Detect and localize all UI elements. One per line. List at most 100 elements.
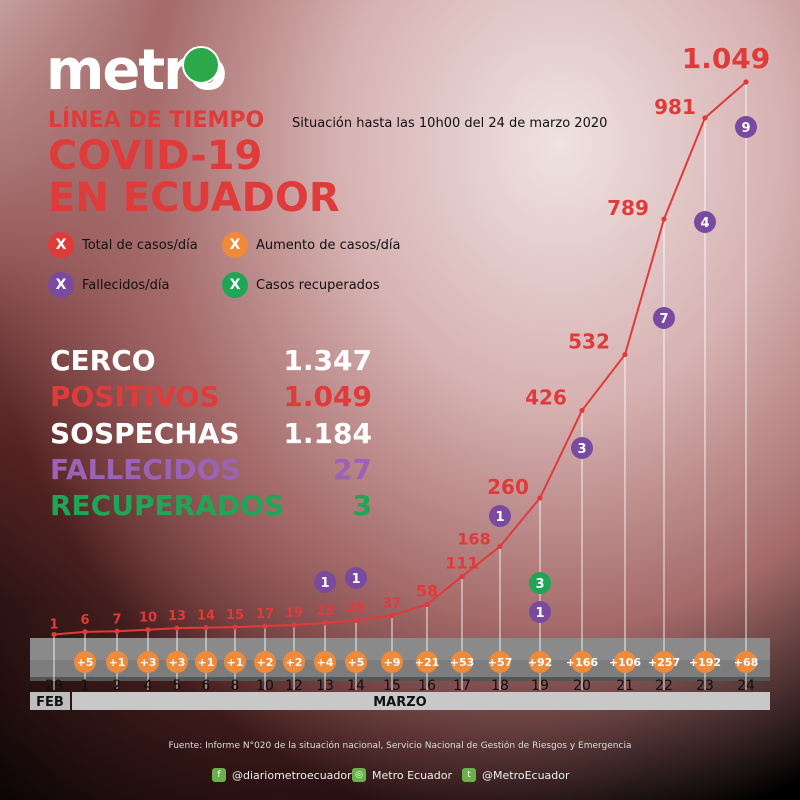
total-label: 111 bbox=[445, 553, 478, 572]
increase-marker bbox=[254, 651, 276, 673]
increase-marker bbox=[381, 651, 403, 673]
stat-fallecidos-value: 27 bbox=[333, 453, 372, 486]
increase-label: +92 bbox=[528, 656, 553, 669]
total-label: 58 bbox=[416, 581, 438, 600]
increase-label: +106 bbox=[609, 656, 642, 669]
increase-label: +3 bbox=[140, 656, 157, 669]
legend-increase-label: Aumento de casos/día bbox=[256, 237, 401, 253]
death-label: 3 bbox=[577, 442, 586, 457]
legend-total: X Total de casos/día bbox=[48, 232, 198, 258]
social-facebook[interactable]: f @diariometroecuador bbox=[212, 768, 352, 782]
x-tick-label: 17 bbox=[453, 678, 471, 694]
stat-sospechas-label: SOSPECHAS bbox=[50, 417, 240, 450]
data-point bbox=[579, 407, 585, 414]
total-label: 14 bbox=[197, 609, 215, 624]
increase-label: +192 bbox=[689, 656, 721, 669]
x-tick-label: 20 bbox=[573, 678, 591, 694]
total-label: 532 bbox=[568, 330, 610, 354]
x-tick-label: 12 bbox=[285, 678, 303, 694]
data-point bbox=[262, 623, 268, 629]
month-marzo-band bbox=[72, 692, 770, 710]
data-point bbox=[145, 627, 151, 633]
data-point bbox=[353, 617, 359, 623]
kicker: LÍNEA DE TIEMPO bbox=[48, 108, 265, 133]
x-tick-label: 1 bbox=[81, 678, 90, 694]
x-tick-label: 14 bbox=[347, 678, 365, 694]
total-label: 23 bbox=[316, 604, 334, 619]
death-label: 7 bbox=[659, 312, 668, 327]
x-tick-label: 23 bbox=[696, 678, 714, 694]
legend-total-label: Total de casos/día bbox=[82, 237, 198, 253]
total-label: 19 bbox=[285, 606, 303, 621]
death-label: 1 bbox=[495, 510, 504, 525]
increase-marker bbox=[571, 651, 593, 673]
death-marker bbox=[694, 211, 716, 233]
total-label: 15 bbox=[226, 608, 244, 623]
total-label: 6 bbox=[80, 613, 89, 628]
globe-icon bbox=[182, 46, 220, 84]
data-point bbox=[203, 625, 209, 631]
increase-label: +5 bbox=[77, 656, 94, 669]
data-point bbox=[622, 351, 628, 358]
death-marker bbox=[735, 116, 757, 138]
total-label: 981 bbox=[654, 95, 696, 119]
death-marker bbox=[571, 437, 593, 459]
social-instagram[interactable]: ◎ Metro Ecuador bbox=[352, 768, 452, 782]
increase-label: +166 bbox=[566, 656, 599, 669]
month-label-marzo: MARZO bbox=[373, 695, 427, 710]
stat-positivos: POSITIVOS 1.049 bbox=[50, 380, 372, 413]
death-label: 1 bbox=[535, 606, 544, 621]
data-point bbox=[459, 573, 465, 580]
total-label: 168 bbox=[457, 529, 490, 548]
source-note: Fuente: Informe N°020 de la situación na… bbox=[168, 741, 632, 751]
data-point bbox=[232, 624, 238, 630]
data-point bbox=[82, 629, 88, 635]
total-label: 789 bbox=[607, 196, 649, 220]
death-marker bbox=[529, 601, 551, 623]
instagram-icon: ◎ bbox=[352, 768, 366, 782]
data-point bbox=[497, 543, 503, 550]
increase-marker bbox=[74, 651, 96, 673]
increase-marker bbox=[451, 651, 473, 673]
total-label: 28 bbox=[347, 601, 365, 616]
stat-positivos-value: 1.049 bbox=[283, 380, 372, 413]
increase-marker bbox=[224, 651, 246, 673]
band-divider bbox=[30, 677, 770, 681]
x-tick-label: 21 bbox=[616, 678, 634, 694]
total-label: 1 bbox=[49, 617, 58, 632]
increase-marker bbox=[489, 651, 511, 673]
increase-marker bbox=[137, 651, 159, 673]
x-tick-label: 8 bbox=[231, 678, 240, 694]
stat-positivos-label: POSITIVOS bbox=[50, 380, 220, 413]
increase-label: +5 bbox=[348, 656, 365, 669]
increase-marker bbox=[283, 651, 305, 673]
data-point bbox=[114, 628, 120, 634]
stat-recuperados: RECUPERADOS 3 bbox=[50, 489, 372, 522]
x-tick-label: 6 bbox=[202, 678, 211, 694]
increase-label: +21 bbox=[415, 656, 440, 669]
death-marker bbox=[345, 567, 367, 589]
increase-marker bbox=[106, 651, 128, 673]
total-label: 426 bbox=[525, 385, 567, 409]
twitter-handle: @MetroEcuador bbox=[482, 768, 570, 782]
data-point bbox=[424, 601, 430, 608]
social-twitter[interactable]: t @MetroEcuador bbox=[462, 768, 570, 782]
increase-label: +68 bbox=[734, 656, 759, 669]
data-point bbox=[291, 622, 297, 628]
month-feb-band bbox=[30, 692, 70, 710]
data-point bbox=[389, 612, 395, 619]
x-tick-label: 15 bbox=[383, 678, 401, 694]
increase-marker bbox=[416, 651, 438, 673]
increase-label: +4 bbox=[317, 656, 334, 669]
twitter-icon: t bbox=[462, 768, 476, 782]
data-point bbox=[174, 625, 180, 631]
total-label: 10 bbox=[139, 611, 157, 626]
data-point bbox=[702, 115, 708, 121]
month-label-feb: FEB bbox=[36, 695, 64, 710]
x-tick-label: 10 bbox=[256, 678, 274, 694]
increase-marker bbox=[529, 651, 551, 673]
total-cases-line bbox=[53, 81, 747, 636]
facebook-icon: f bbox=[212, 768, 226, 782]
death-label: 1 bbox=[320, 576, 329, 591]
